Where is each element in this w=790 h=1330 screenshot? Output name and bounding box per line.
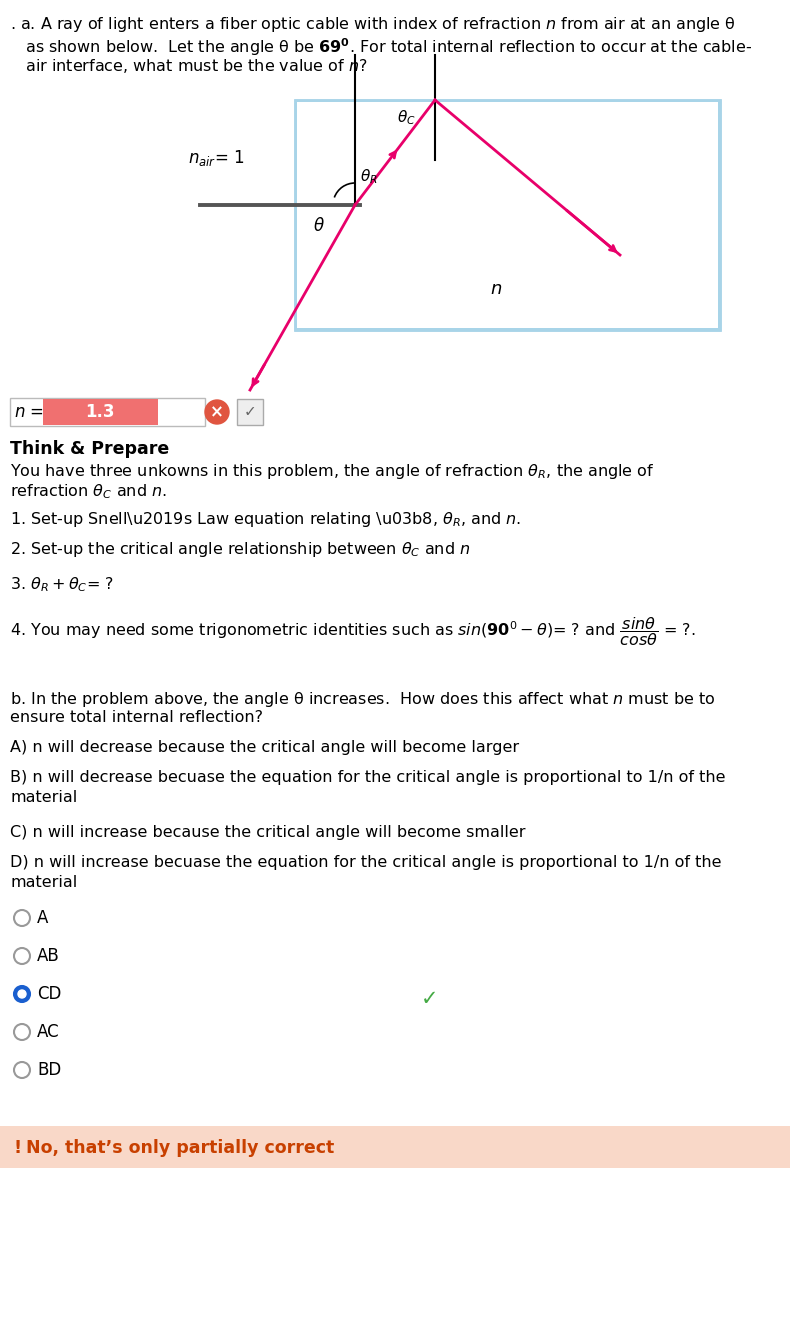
Text: . a. A ray of light enters a fiber optic cable with index of refraction $n$ from: . a. A ray of light enters a fiber optic… <box>10 15 735 35</box>
Text: $\theta$: $\theta$ <box>313 217 325 235</box>
Text: air interface, what must be the value of $n$?: air interface, what must be the value of… <box>10 57 367 74</box>
Text: as shown below.  Let the angle θ be $\bf{69^0}$. For total internal reflection t: as shown below. Let the angle θ be $\bf{… <box>10 36 752 57</box>
Text: You have three unkowns in this problem, the angle of refraction $\theta_R$, the : You have three unkowns in this problem, … <box>10 462 655 481</box>
Circle shape <box>14 948 30 964</box>
Text: AB: AB <box>37 947 60 966</box>
Circle shape <box>14 910 30 926</box>
FancyBboxPatch shape <box>43 399 158 426</box>
Text: No, that’s only partially correct: No, that’s only partially correct <box>26 1138 334 1157</box>
Bar <box>297 102 718 329</box>
Circle shape <box>14 1024 30 1040</box>
Text: 1. Set-up Snell\u2019s Law equation relating \u03b8, $\theta_R$, and $n$.: 1. Set-up Snell\u2019s Law equation rela… <box>10 509 521 529</box>
Text: material: material <box>10 875 77 890</box>
Text: ×: × <box>210 403 224 422</box>
Text: Think & Prepare: Think & Prepare <box>10 440 169 458</box>
Text: !: ! <box>14 1138 22 1157</box>
Text: CD: CD <box>37 986 62 1003</box>
Bar <box>295 100 720 330</box>
Bar <box>0 1127 790 1168</box>
Text: $n$ =: $n$ = <box>14 403 44 422</box>
FancyBboxPatch shape <box>237 399 263 426</box>
Circle shape <box>205 400 229 424</box>
Circle shape <box>14 986 30 1001</box>
Text: 1.3: 1.3 <box>85 403 115 422</box>
Text: ✓: ✓ <box>421 990 438 1009</box>
Text: $\theta_R$: $\theta_R$ <box>360 168 378 186</box>
Text: 4. You may need some trigonometric identities such as $\mathit{sin}(\mathbf{90}^: 4. You may need some trigonometric ident… <box>10 614 696 648</box>
Circle shape <box>14 1061 30 1079</box>
Text: ✓: ✓ <box>243 404 257 419</box>
Text: $\theta_C$: $\theta_C$ <box>397 108 416 126</box>
Text: A: A <box>37 908 48 927</box>
Bar <box>295 100 720 330</box>
Text: 3. $\theta_R + \theta_C$= ?: 3. $\theta_R + \theta_C$= ? <box>10 575 114 593</box>
Text: BD: BD <box>37 1061 62 1079</box>
Text: material: material <box>10 790 77 805</box>
Text: D) n will increase becuase the equation for the critical angle is proportional t: D) n will increase becuase the equation … <box>10 855 721 870</box>
Text: $n_{air}$= 1: $n_{air}$= 1 <box>188 148 245 168</box>
Text: AC: AC <box>37 1023 59 1041</box>
Text: b. In the problem above, the angle θ increases.  How does this affect what $n$ m: b. In the problem above, the angle θ inc… <box>10 690 716 709</box>
FancyBboxPatch shape <box>10 398 205 426</box>
Circle shape <box>18 990 26 998</box>
Text: $n$: $n$ <box>490 281 502 298</box>
Text: A) n will decrease because the critical angle will become larger: A) n will decrease because the critical … <box>10 739 519 755</box>
Text: 2. Set-up the critical angle relationship between $\theta_C$ and $n$: 2. Set-up the critical angle relationshi… <box>10 540 470 559</box>
Text: B) n will decrease becuase the equation for the critical angle is proportional t: B) n will decrease becuase the equation … <box>10 770 725 785</box>
Text: ensure total internal reflection?: ensure total internal reflection? <box>10 710 263 725</box>
Text: refraction $\theta_C$ and $n$.: refraction $\theta_C$ and $n$. <box>10 481 167 500</box>
Text: C) n will increase because the critical angle will become smaller: C) n will increase because the critical … <box>10 825 525 841</box>
